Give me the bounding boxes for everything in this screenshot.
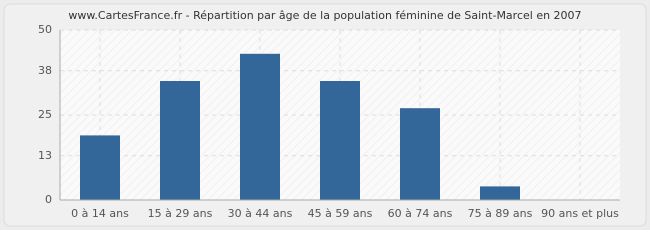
x-tick-label: 75 à 89 ans [468,207,533,220]
y-tick-label: 50 [38,23,52,36]
y-tick-label: 0 [45,193,52,206]
x-tick-label: 0 à 14 ans [71,207,129,220]
x-tick-label: 45 à 59 ans [308,207,373,220]
page: www.CartesFrance.fr - Répartition par âg… [0,0,650,230]
y-tick-label: 25 [38,108,52,121]
chart: www.CartesFrance.fr - Répartition par âg… [0,0,650,230]
bar [240,53,280,200]
bar [160,81,200,200]
bar [400,108,440,200]
x-tick-label: 90 ans et plus [541,207,619,220]
y-tick-label: 13 [38,149,52,162]
chart-title: www.CartesFrance.fr - Répartition par âg… [68,9,581,22]
x-tick-label: 15 à 29 ans [148,207,213,220]
bar [320,81,360,200]
x-tick-label: 60 à 74 ans [388,207,453,220]
bar [480,186,520,200]
x-tick-label: 30 à 44 ans [228,207,293,220]
y-tick-label: 38 [38,64,52,77]
bar [80,135,120,200]
